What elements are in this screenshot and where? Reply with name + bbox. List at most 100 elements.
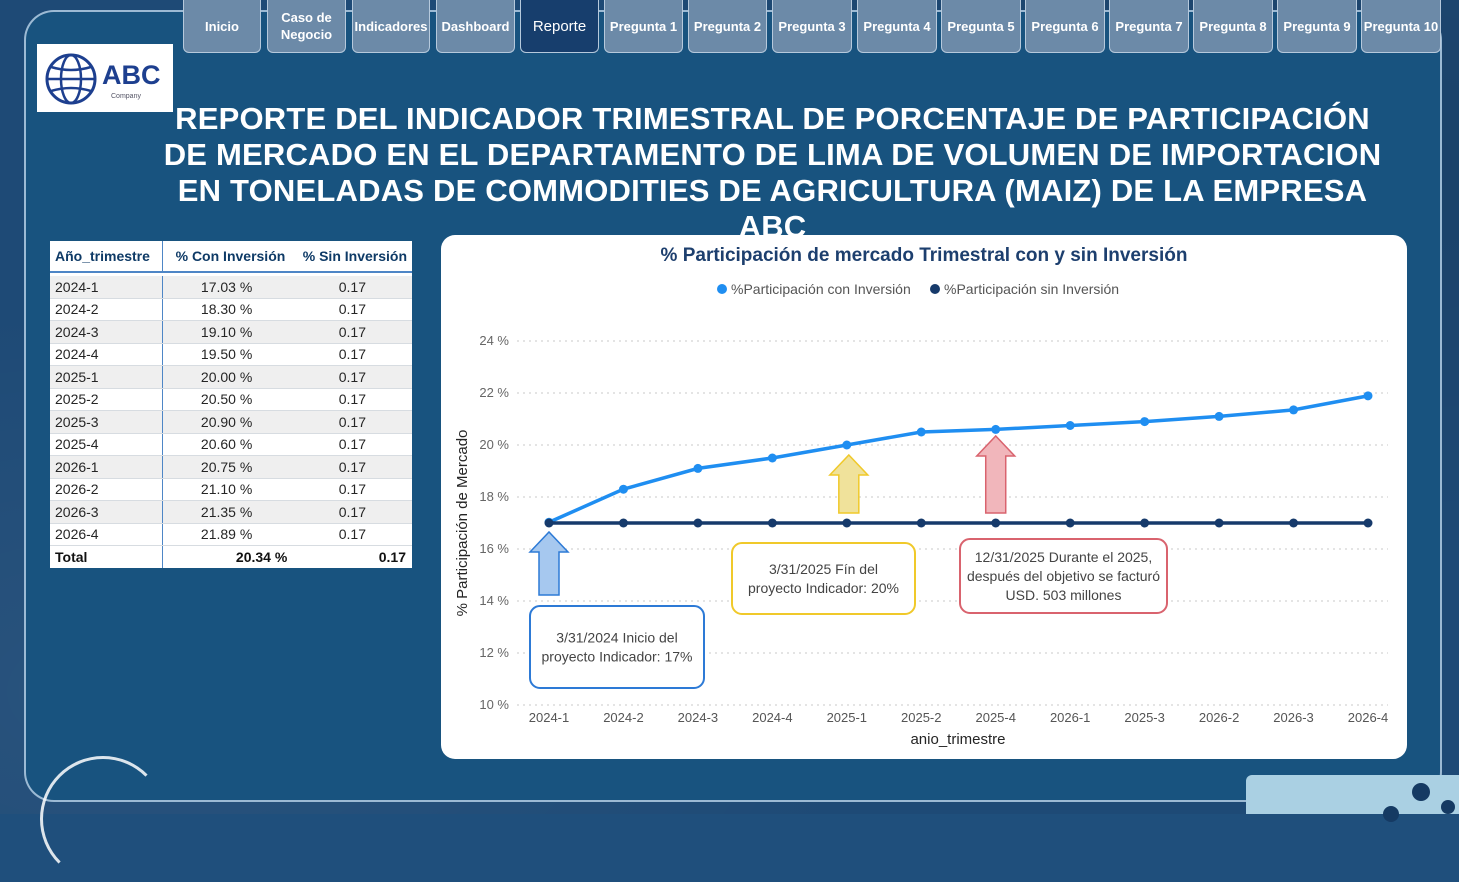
- sin-inversion-cell: 0.17: [290, 276, 412, 299]
- sin-inversion-cell: 0.17: [290, 500, 412, 524]
- table-row: 2025-2 20.50 % 0.17: [50, 388, 412, 411]
- data-point: [1363, 391, 1373, 401]
- con-inversion-cell: 21.35 %: [162, 500, 291, 524]
- nav-reporte-button[interactable]: Reporte: [520, 0, 599, 53]
- sin-inversion-cell: 0.17: [290, 455, 412, 479]
- sin-inversion-cell: 0.17: [290, 320, 412, 344]
- decorative-dot: [1441, 800, 1455, 814]
- y-tick-label: 20 %: [479, 437, 509, 452]
- nav-pregunta-4-button[interactable]: Pregunta 4: [857, 0, 937, 53]
- decorative-dot: [1412, 783, 1430, 801]
- table-row: 2025-3 20.90 % 0.17: [50, 410, 412, 434]
- data-point: [842, 440, 852, 450]
- series-line-con-inversion: [548, 394, 1369, 524]
- quarter-cell: 2024-1: [50, 276, 163, 299]
- nav-pregunta-3-button[interactable]: Pregunta 3: [772, 0, 852, 53]
- data-point: [693, 518, 703, 528]
- quarter-cell: 2026-4: [50, 523, 163, 546]
- chart-card: % Participación de mercado Trimestral co…: [441, 235, 1407, 759]
- nav-pregunta-8-button[interactable]: Pregunta 8: [1193, 0, 1273, 53]
- data-point: [916, 518, 926, 528]
- y-tick-label: 12 %: [479, 645, 509, 660]
- decorative-dot: [1383, 806, 1399, 822]
- company-logo: ABC Company: [37, 44, 173, 112]
- legend-marker-con-inversion: [717, 284, 727, 294]
- data-point: [618, 484, 628, 494]
- con-inversion-cell: 19.50 %: [162, 343, 291, 366]
- y-tick-label: 10 %: [479, 697, 509, 712]
- nav-pregunta-2-button[interactable]: Pregunta 2: [688, 0, 767, 53]
- table-row: 2026-2 21.10 % 0.17: [50, 478, 412, 501]
- data-point: [991, 518, 1001, 528]
- nav-pregunta-5-button[interactable]: Pregunta 5: [941, 0, 1021, 53]
- annotation-2025-text: USD. 503 millones: [1006, 587, 1122, 603]
- data-point: [1065, 518, 1075, 528]
- con-inversion-cell: 20.90 %: [162, 410, 291, 434]
- chart-title: % Participación de mercado Trimestral co…: [661, 245, 1188, 266]
- con-inversion-cell: 19.10 %: [162, 320, 291, 344]
- total-value: 0.17: [290, 545, 412, 568]
- x-tick-label: 2026-1: [1050, 710, 1090, 725]
- annotation-inicio-text: proyecto Indicador: 17%: [542, 649, 693, 665]
- data-point: [1363, 518, 1373, 528]
- y-tick-label: 24 %: [479, 333, 509, 348]
- annotation-2025-text: después del objetivo se facturó: [967, 568, 1160, 584]
- annotation-inicio-box: [529, 605, 705, 689]
- table-row: 2026-4 21.89 % 0.17: [50, 523, 412, 546]
- nav-pregunta-7-button[interactable]: Pregunta 7: [1109, 0, 1189, 53]
- x-axis-title: anio_trimestre: [910, 731, 1005, 748]
- nav-caso-de-negocio-button[interactable]: Caso de Negocio: [267, 0, 346, 53]
- data-point: [618, 518, 628, 528]
- table-row: 2025-1 20.00 % 0.17: [50, 365, 412, 389]
- column-header[interactable]: Año_trimestre: [50, 241, 163, 273]
- sin-inversion-cell: 0.17: [290, 343, 412, 366]
- nav-pregunta-9-button[interactable]: Pregunta 9: [1277, 0, 1357, 53]
- logo-subtext: Company: [111, 93, 141, 100]
- globe-icon: [45, 53, 97, 105]
- table-row: 2026-1 20.75 % 0.17: [50, 455, 412, 479]
- data-point: [916, 427, 926, 437]
- column-header[interactable]: % Sin Inversión: [290, 241, 412, 273]
- annotation-inicio-text: 3/31/2024 Inicio del: [556, 630, 677, 646]
- x-tick-label: 2026-2: [1199, 710, 1239, 725]
- x-tick-label: 2025-1: [827, 710, 867, 725]
- nav-pregunta-10-button[interactable]: Pregunta 10: [1361, 0, 1441, 53]
- legend-marker-sin-inversion: [930, 284, 940, 294]
- data-point: [1214, 411, 1224, 421]
- sin-inversion-cell: 0.17: [290, 433, 412, 456]
- nav-inicio-button[interactable]: Inicio: [183, 0, 261, 53]
- annotation-arrow-2025: [974, 434, 1017, 514]
- data-point: [1140, 417, 1150, 427]
- sin-inversion-cell: 0.17: [290, 410, 412, 434]
- data-point: [991, 424, 1001, 434]
- quarter-cell: 2025-1: [50, 365, 163, 389]
- table-row: 2025-4 20.60 % 0.17: [50, 433, 412, 456]
- nav-dashboard-button[interactable]: Dashboard: [436, 0, 515, 53]
- x-tick-label: 2025-2: [901, 710, 941, 725]
- sin-inversion-cell: 0.17: [290, 298, 412, 321]
- x-tick-label: 2026-4: [1348, 710, 1388, 725]
- data-point: [1289, 518, 1299, 528]
- annotation-fin-box: [731, 542, 916, 615]
- nav-pregunta-1-button[interactable]: Pregunta 1: [604, 0, 683, 53]
- data-table: Año_trimestre % Con Inversión % Sin Inve…: [50, 241, 412, 568]
- nav-indicadores-button[interactable]: Indicadores: [352, 0, 430, 53]
- data-point: [842, 518, 852, 528]
- quarter-cell: 2025-2: [50, 388, 163, 411]
- annotation-2025-text: 12/31/2025 Durante el 2025,: [975, 549, 1152, 565]
- page-title: REPORTE DEL INDICADOR TRIMESTRAL DE PORC…: [163, 101, 1382, 244]
- con-inversion-cell: 18.30 %: [162, 298, 291, 321]
- table-row: 2024-3 19.10 % 0.17: [50, 320, 412, 344]
- nav-pregunta-6-button[interactable]: Pregunta 6: [1025, 0, 1105, 53]
- table-row: 2024-2 18.30 % 0.17: [50, 298, 412, 321]
- quarter-cell: 2024-2: [50, 298, 163, 321]
- sin-inversion-cell: 0.17: [290, 478, 412, 501]
- data-point: [1140, 518, 1150, 528]
- decorative-circle: [40, 756, 166, 882]
- quarter-cell: 2025-3: [50, 410, 163, 434]
- con-inversion-cell: 20.60 %: [162, 433, 291, 456]
- con-inversion-cell: 20.75 %: [162, 455, 291, 479]
- quarter-cell: 2025-4: [50, 433, 163, 456]
- y-tick-label: 18 %: [479, 489, 509, 504]
- column-header[interactable]: % Con Inversión: [162, 241, 291, 273]
